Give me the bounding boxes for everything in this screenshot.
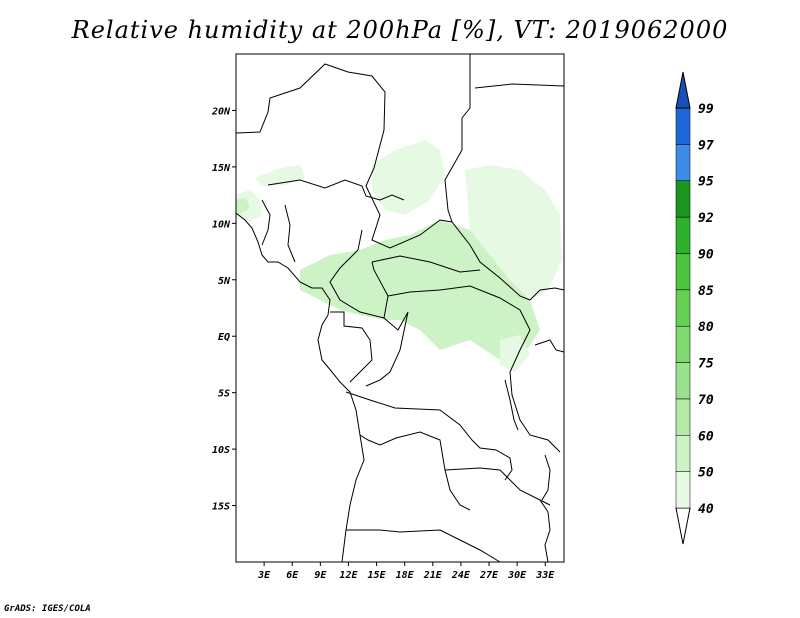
humidity-area-central: [300, 220, 540, 360]
border-lake-tanganyika: [504, 379, 519, 431]
lat-tick-label: 20N: [211, 106, 231, 117]
lon-tick-label: 12E: [339, 570, 358, 581]
axis-ticks: [232, 109, 546, 566]
border-angola: [359, 431, 471, 511]
colorbar-segment: [675, 180, 691, 218]
border-north-2: [440, 53, 471, 223]
lon-tick-label: 3E: [257, 570, 271, 581]
lon-tick-label: 21E: [423, 570, 443, 581]
lon-tick-label: 24E: [451, 570, 471, 581]
colorbar-label: 95: [698, 175, 714, 190]
humidity-area-east: [465, 165, 562, 300]
longitude-labels: 3E 6E 9E 12E 15E 18E 21E 24E 27E 30E 33E: [257, 570, 555, 581]
lon-tick-label: 15E: [368, 570, 387, 581]
border-east-3: [534, 339, 565, 353]
lon-tick-label: 30E: [507, 570, 527, 581]
colorbar-label: 75: [698, 357, 714, 372]
lon-tick-label: 6E: [286, 570, 299, 581]
border-north-1: [235, 63, 386, 187]
border-north-3: [474, 83, 565, 89]
lon-tick-label: 9E: [314, 570, 327, 581]
colorbar-segment: [675, 398, 691, 436]
lat-tick-label: 10N: [212, 219, 231, 230]
colorbar-label: 70: [698, 393, 714, 408]
colorbar-label: 97: [698, 138, 714, 153]
border-congo: [387, 285, 531, 373]
colorbar-segment: [675, 325, 691, 363]
border-east-2: [529, 287, 565, 301]
colorbar-segment: [675, 253, 691, 291]
map-frame: [235, 53, 565, 563]
border-drc-west: [365, 311, 409, 387]
colorbar-segment: [675, 216, 691, 254]
border-sahel: [267, 179, 405, 201]
border-namibia: [346, 529, 501, 563]
lon-tick-label: 33E: [535, 570, 555, 581]
border-east-1: [509, 371, 561, 453]
lat-tick-label: 5N: [218, 276, 231, 287]
latitude-labels: 20N 15N 10N 5N EQ 5S 10S 15S: [211, 106, 231, 512]
humidity-area-west-2: [236, 198, 250, 214]
colorbar: 40 50 60 70 75 80 85 90 92 95 97 99: [675, 71, 714, 545]
colorbar-label: 85: [698, 284, 714, 299]
colorbar-label: 99: [698, 102, 714, 117]
colorbar-upper-triangle: [675, 71, 691, 109]
lon-tick-label: 18E: [396, 570, 415, 581]
border-west-small-2: [284, 204, 296, 263]
border-cameroon: [329, 229, 389, 319]
border-west-small: [261, 199, 271, 246]
border-gabon: [330, 311, 373, 383]
border-zambia: [444, 467, 551, 506]
lat-tick-label: 5S: [218, 389, 230, 400]
colorbar-label: 90: [698, 247, 714, 262]
lat-tick-label: 10S: [212, 445, 230, 456]
border-drc-south: [345, 391, 513, 481]
colorbar-segment: [675, 435, 691, 472]
colorbar-label: 92: [698, 211, 714, 226]
lat-tick-label: 15N: [212, 163, 231, 174]
colorbar-segment: [675, 289, 691, 327]
colorbar-label: 40: [698, 502, 714, 517]
lat-tick-label: 15S: [212, 502, 230, 513]
border-lake-malawi: [541, 454, 551, 501]
colorbar-segment: [675, 362, 691, 400]
colorbar-lower-triangle: [675, 507, 691, 545]
border-east-4: [539, 499, 551, 563]
map-outlines: [235, 53, 565, 563]
colorbar-segment: [675, 144, 691, 181]
border-chad: [365, 185, 531, 301]
colorbar-segment: [675, 107, 691, 145]
colorbar-segment: [675, 471, 691, 509]
coastline-west-africa: [235, 212, 365, 563]
colorbar-label: 80: [698, 320, 714, 335]
humidity-area-sahel-north: [372, 140, 445, 215]
map-title: Relative humidity at 200hPa [%], VT: 201…: [71, 16, 729, 44]
border-car: [371, 255, 481, 273]
colorbar-label: 50: [698, 466, 714, 481]
lat-tick-label: EQ: [218, 332, 230, 343]
colorbar-label: 60: [698, 429, 714, 444]
humidity-shading: [236, 140, 562, 372]
grads-credit: GrADS: IGES/COLA: [4, 604, 91, 614]
lon-tick-label: 27E: [479, 570, 499, 581]
